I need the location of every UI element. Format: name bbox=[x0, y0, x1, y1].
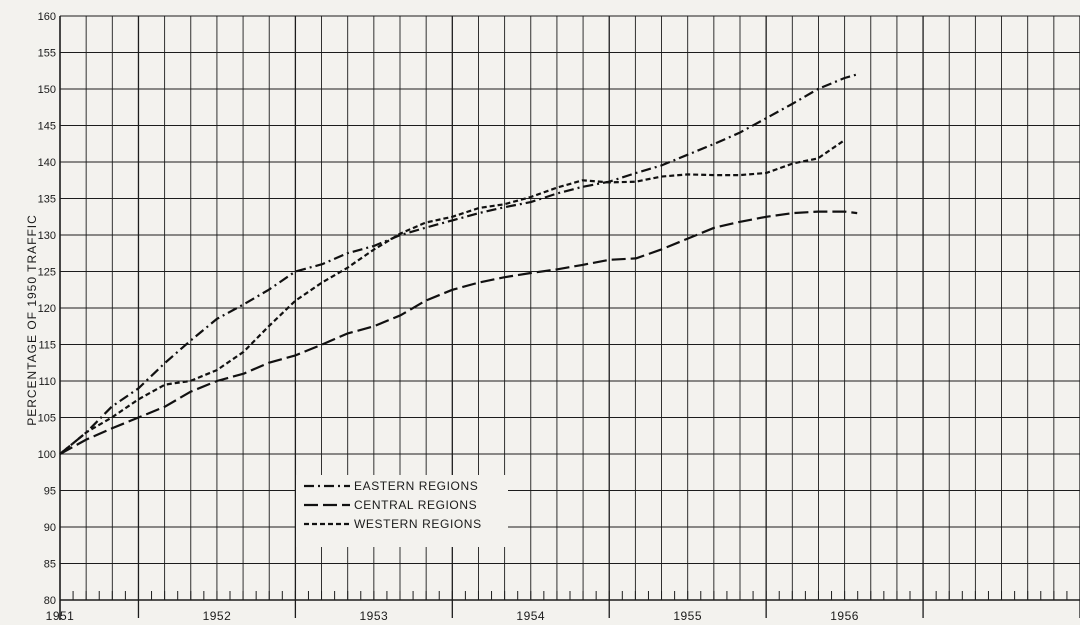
y-tick-label: 145 bbox=[38, 121, 56, 133]
y-tick-label: 155 bbox=[38, 48, 56, 60]
series-line-eastern-regions bbox=[59, 73, 858, 455]
x-year-label: 1956 bbox=[830, 609, 859, 623]
y-tick-label: 135 bbox=[38, 194, 56, 206]
y-tick-label: 90 bbox=[44, 522, 56, 534]
series-line-central-regions bbox=[59, 210, 858, 455]
legend-label: EASTERN REGIONS bbox=[354, 479, 478, 493]
x-year-label: 1952 bbox=[203, 609, 232, 623]
x-year-label: 1953 bbox=[359, 609, 388, 623]
y-tick-label: 140 bbox=[38, 157, 56, 169]
x-year-label: 1955 bbox=[673, 609, 702, 623]
y-axis-title: PERCENTAGE OF 1950 TRAFFIC bbox=[25, 214, 39, 426]
y-tick-label: 100 bbox=[38, 449, 56, 461]
legend: EASTERN REGIONS CENTRAL REGIONS WESTERN RE… bbox=[296, 475, 508, 547]
y-tick-label: 115 bbox=[38, 340, 56, 352]
y-tick-label: 160 bbox=[38, 11, 56, 23]
y-tick-label: 130 bbox=[38, 230, 56, 242]
y-tick-label: 150 bbox=[38, 84, 56, 96]
grid bbox=[59, 15, 1080, 601]
y-tick-label: 80 bbox=[44, 595, 56, 607]
y-tick-label: 125 bbox=[38, 267, 56, 279]
y-tick-label: 110 bbox=[38, 376, 56, 388]
y-tick-label: 85 bbox=[44, 559, 56, 571]
x-year-label: 1954 bbox=[516, 609, 545, 623]
series-lines bbox=[59, 73, 858, 455]
y-tick-label: 105 bbox=[38, 413, 56, 425]
legend-label: WESTERN REGIONS bbox=[354, 517, 482, 531]
series-line-western-regions bbox=[59, 139, 846, 455]
y-tick-label: 120 bbox=[38, 303, 56, 315]
legend-label: CENTRAL REGIONS bbox=[354, 498, 477, 512]
x-year-label: 1951 bbox=[46, 609, 75, 623]
axes: 80 85 90 95 100 105 110 115 120 125 130 135 140 145 15… bbox=[38, 11, 1080, 623]
y-tick-label: 95 bbox=[44, 486, 56, 498]
